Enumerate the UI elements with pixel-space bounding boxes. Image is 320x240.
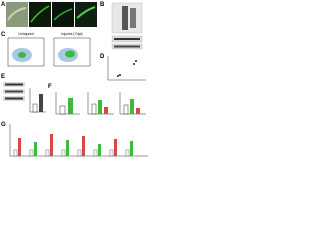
bar [136, 108, 140, 114]
panel-label: A [1, 2, 6, 8]
image [29, 2, 51, 27]
bar [82, 136, 85, 156]
panel-label: F [48, 84, 52, 90]
bar [50, 134, 53, 156]
bar [98, 100, 102, 114]
panel-b: B [100, 2, 143, 50]
point [135, 60, 137, 62]
bar [61, 149, 66, 157]
bar [13, 149, 18, 157]
plot-title: Injured (7dpi) [61, 32, 82, 36]
bar [66, 140, 69, 156]
blot-smear [130, 8, 136, 28]
image-detail [7, 7, 27, 21]
panel-f: F [48, 84, 146, 115]
blot-band [5, 90, 23, 93]
panel-label: E [1, 74, 5, 80]
panel-label: B [100, 2, 105, 8]
bar [130, 99, 134, 114]
bar [18, 138, 21, 156]
bar [45, 149, 50, 157]
panel-label: C [1, 32, 6, 38]
panel-c: C Uninjured Injured (7dpi) [1, 32, 91, 67]
panel-e: E [1, 74, 46, 113]
blot-smear [122, 6, 128, 30]
point-cloud [18, 52, 26, 58]
bar [39, 94, 43, 112]
point-cloud [65, 50, 75, 58]
bar [98, 144, 101, 156]
grouped-bars [13, 134, 133, 157]
bar [109, 149, 114, 157]
figure: A B C Uninjured Injured (7dpi) D [1, 2, 148, 157]
blot-band [5, 83, 23, 86]
bar [125, 149, 130, 157]
bar [93, 149, 98, 157]
image [52, 2, 74, 27]
panel-label: G [1, 122, 6, 128]
image-detail [76, 6, 96, 19]
image-detail [30, 5, 50, 23]
bar [91, 103, 97, 115]
blot-band [114, 45, 140, 48]
image-detail [53, 8, 73, 21]
point [119, 74, 121, 76]
panel-d: D [100, 54, 146, 81]
bar [123, 104, 129, 115]
bar [130, 141, 133, 156]
bar [34, 142, 37, 156]
bar [104, 107, 108, 114]
plot-title: Uninjured [18, 32, 33, 36]
panel-label: D [100, 54, 105, 60]
bar [32, 103, 38, 113]
blot-band [114, 38, 140, 40]
bar [77, 149, 82, 157]
bar [68, 98, 73, 114]
image [6, 2, 28, 27]
bar [59, 105, 66, 115]
point [133, 63, 135, 65]
bar [114, 139, 117, 156]
image [75, 2, 97, 27]
blot-band [5, 97, 23, 100]
panel-g: G [1, 122, 148, 157]
point [117, 75, 119, 77]
panel-a: A [1, 2, 97, 27]
bar [29, 149, 34, 157]
